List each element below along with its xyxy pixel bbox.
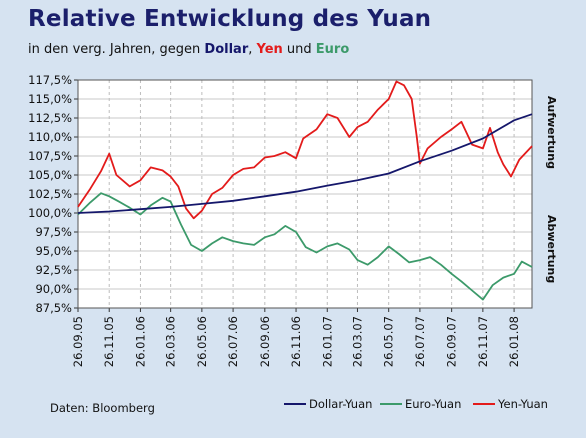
x-tick-label: 26.03.07 xyxy=(350,316,364,367)
subtitle-euro: Euro xyxy=(315,42,350,57)
subtitle-sep-1: , xyxy=(248,42,257,57)
subtitle-dollar: Dollar xyxy=(204,42,249,57)
legend-label: Yen-Yuan xyxy=(497,397,548,411)
y-tick-label: 95,0% xyxy=(35,244,72,258)
y-tick-label: 100,0% xyxy=(28,206,72,220)
y-tick-label: 90,0% xyxy=(35,282,72,296)
x-tick-label: 26.09.06 xyxy=(258,316,272,367)
x-tick-label: 26.11.06 xyxy=(289,316,303,367)
y-tick-label: 107,5% xyxy=(28,149,72,163)
subtitle-yen: Yen xyxy=(256,42,283,57)
legend-label: Dollar-Yuan xyxy=(309,397,372,411)
x-tick-label: 26.01.07 xyxy=(320,316,334,367)
y-tick-label: 97,5% xyxy=(35,225,72,239)
plot-frame xyxy=(77,79,533,309)
y-tick-label: 87,5% xyxy=(35,301,72,315)
side-label-up: Aufwertung xyxy=(545,96,558,169)
chart-title: Relative Entwicklung des Yuan xyxy=(28,6,432,32)
y-tick-label: 92,5% xyxy=(35,263,72,277)
y-tick-label: 112,5% xyxy=(28,111,72,125)
y-tick-label: 105,0% xyxy=(28,168,72,182)
series-line-dollar-yuan xyxy=(77,113,533,214)
x-tick-label: 26.07.07 xyxy=(413,316,427,367)
x-tick-label: 26.01.08 xyxy=(507,316,521,367)
x-tick-label: 26.07.06 xyxy=(226,316,240,367)
subtitle-sep-2: und xyxy=(282,42,316,57)
x-tick-label: 26.05.06 xyxy=(195,316,209,367)
source-note: Daten: Bloomberg xyxy=(50,401,155,415)
series-line-euro-yuan xyxy=(77,192,533,301)
x-tick-label: 26.11.05 xyxy=(102,316,116,367)
y-tick-label: 110,0% xyxy=(28,130,72,144)
x-tick-label: 26.01.06 xyxy=(133,316,147,367)
chart-subtitle: in den verg. Jahren, gegen Dollar, Yen u… xyxy=(28,42,349,57)
x-tick-label: 26.05.07 xyxy=(382,316,396,367)
subtitle-prefix: in den verg. Jahren, gegen xyxy=(28,42,205,57)
y-tick-label: 102,5% xyxy=(28,187,72,201)
series-line-yen-yuan xyxy=(77,80,533,220)
y-tick-label: 117,5% xyxy=(28,73,72,87)
x-tick-label: 26.03.06 xyxy=(164,316,178,367)
x-tick-label: 26.09.05 xyxy=(71,316,85,367)
y-tick-label: 115,0% xyxy=(28,92,72,106)
legend-label: Euro-Yuan xyxy=(405,397,461,411)
x-tick-label: 26.09.07 xyxy=(445,316,459,367)
side-label-down: Abwertung xyxy=(545,215,558,283)
x-tick-label: 26.11.07 xyxy=(476,316,490,367)
